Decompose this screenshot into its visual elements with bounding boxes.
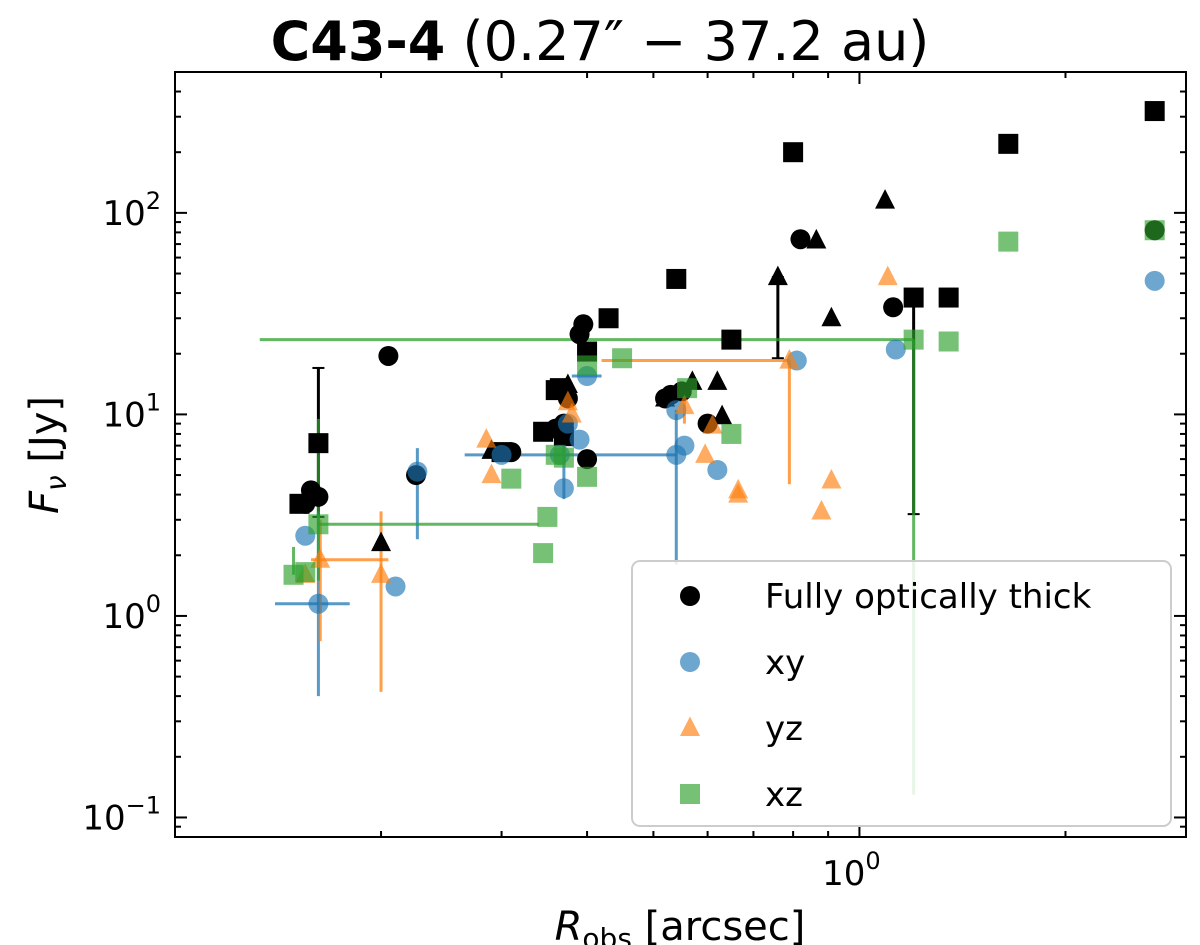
data-point-xy-circle bbox=[407, 461, 428, 482]
data-point-xz-square bbox=[612, 348, 633, 369]
plot-frame bbox=[174, 71, 1187, 838]
data-point-yz-triangle bbox=[811, 499, 832, 520]
data-point-yz-triangle bbox=[476, 428, 497, 448]
data-point-fully-optically-thick-circle bbox=[378, 345, 399, 366]
data-point-xz-square bbox=[903, 329, 924, 350]
legend-marker-circle bbox=[680, 652, 700, 672]
data-point-xz-square bbox=[295, 562, 316, 583]
data-point-fully-optically-thick-triangle bbox=[371, 531, 392, 552]
data-point-xz-square bbox=[577, 355, 598, 376]
legend-label: yz bbox=[765, 709, 803, 749]
data-point-fully-optically-thick-square bbox=[289, 493, 310, 514]
legend-marker-square bbox=[680, 784, 700, 804]
data-point-xy-circle bbox=[674, 435, 695, 456]
data-point-yz-triangle bbox=[561, 402, 582, 423]
legend-label: xy bbox=[765, 643, 805, 683]
data-point-yz-triangle bbox=[371, 563, 392, 583]
y-tick-label: 102 bbox=[102, 187, 161, 234]
data-point-xy-circle bbox=[1144, 270, 1165, 291]
data-point-fully-optically-thick-triangle bbox=[875, 189, 896, 209]
data-point-xy-circle bbox=[569, 429, 590, 450]
legend-marker-circle bbox=[680, 586, 700, 606]
legend-label: Fully optically thick bbox=[765, 577, 1092, 617]
legend: Fully optically thick xy yz xz bbox=[631, 560, 1172, 827]
data-point-xz-square bbox=[533, 543, 554, 564]
data-point-xy-circle bbox=[707, 459, 728, 480]
data-point-xz-square bbox=[677, 378, 698, 399]
data-point-xz-square bbox=[501, 468, 522, 489]
y-tick-label: 101 bbox=[102, 388, 161, 435]
data-point-xz-square bbox=[553, 447, 574, 468]
data-point-yz-triangle bbox=[674, 394, 695, 415]
data-point-fully-optically-thick-triangle bbox=[821, 306, 842, 327]
data-point-xz-square bbox=[721, 423, 742, 444]
data-point-fully-optically-thick-circle bbox=[577, 449, 598, 470]
data-point-fully-optically-thick-square bbox=[998, 133, 1019, 154]
data-point-xy-circle bbox=[885, 339, 906, 360]
data-point-fully-optically-thick-square bbox=[721, 329, 742, 350]
data-point-xy-circle bbox=[385, 576, 406, 597]
data-point-fully-optically-thick-circle bbox=[883, 297, 904, 318]
data-point-fully-optically-thick-square bbox=[533, 421, 554, 442]
data-point-fully-optically-thick-square bbox=[783, 142, 804, 163]
legend-marker-triangle bbox=[680, 716, 700, 737]
data-point-yz-triangle bbox=[702, 414, 723, 434]
data-point-fully-optically-thick-square bbox=[1144, 101, 1165, 122]
data-point-xz-square bbox=[577, 466, 598, 487]
data-point-xz-square bbox=[537, 506, 558, 527]
y-axis-label: Fν [Jy] bbox=[22, 396, 73, 514]
data-point-fully-optically-thick-square bbox=[938, 287, 959, 308]
data-point-fully-optically-thick-triangle bbox=[712, 404, 733, 425]
y-tick-label: 10−1 bbox=[82, 791, 161, 838]
data-point-yz-triangle bbox=[481, 463, 502, 484]
data-point-fully-optically-thick-triangle bbox=[767, 265, 788, 286]
data-point-yz-triangle bbox=[779, 349, 800, 369]
x-tick-label: 100 bbox=[822, 847, 881, 894]
data-point-xy-circle bbox=[491, 444, 512, 465]
data-point-xz-square bbox=[308, 514, 329, 535]
data-point-fully-optically-thick-circle bbox=[790, 229, 811, 250]
data-point-xy-circle bbox=[553, 478, 574, 499]
data-point-fully-optically-thick-triangle bbox=[707, 370, 728, 390]
data-point-yz-triangle bbox=[877, 265, 898, 286]
y-tick-label: 100 bbox=[102, 590, 161, 637]
data-point-xz-square bbox=[938, 331, 959, 352]
data-point-yz-triangle bbox=[695, 443, 716, 463]
data-point-xz-square bbox=[998, 231, 1019, 252]
data-point-fully-optically-thick-square bbox=[666, 268, 687, 289]
chart-title: C43-4 (0.27″ − 37.2 au) bbox=[271, 10, 930, 73]
data-point-yz-triangle bbox=[821, 468, 842, 489]
data-point-fully-optically-thick-square bbox=[308, 433, 329, 454]
data-point-xz-square bbox=[1144, 220, 1165, 241]
data-point-yz-triangle bbox=[728, 478, 749, 499]
data-point-fully-optically-thick-triangle bbox=[557, 373, 578, 394]
axes: 10−1 100 101 102 100 bbox=[82, 71, 1187, 894]
data-point-fully-optically-thick-triangle bbox=[655, 386, 676, 407]
data-point-fully-optically-thick-square bbox=[903, 287, 924, 308]
data-point-fully-optically-thick-square bbox=[598, 308, 619, 329]
data-point-fully-optically-thick-circle bbox=[308, 486, 329, 507]
data-point-fully-optically-thick-circle bbox=[573, 314, 594, 335]
data-point-xy-circle bbox=[308, 593, 329, 614]
x-axis-label: Robs [arcsec] bbox=[555, 904, 806, 945]
legend-label: xz bbox=[765, 775, 803, 815]
legend-box bbox=[631, 560, 1172, 827]
data-point-fully-optically-thick-triangle bbox=[806, 228, 827, 249]
